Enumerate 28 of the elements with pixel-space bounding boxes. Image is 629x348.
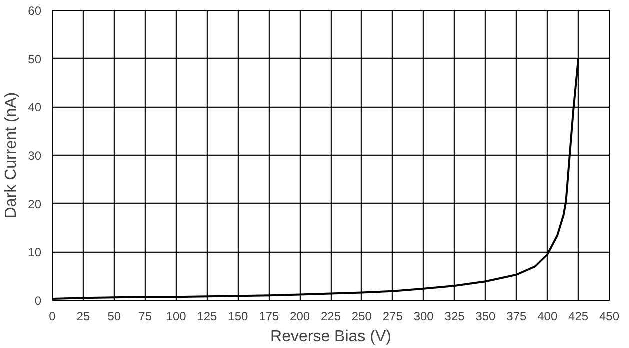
x-tick-label: 50: [108, 310, 122, 324]
x-tick-label: 75: [138, 310, 152, 324]
x-tick-label: 375: [506, 310, 528, 324]
x-axis-title: Reverse Bias (V): [270, 328, 392, 346]
x-tick-label: 25: [76, 310, 90, 324]
y-axis-title: Dark Current (nA): [3, 92, 20, 219]
x-tick-label: 250: [352, 310, 372, 324]
x-tick-label: 350: [476, 310, 496, 324]
x-tick-label: 100: [166, 310, 187, 324]
y-tick-label: 60: [28, 4, 42, 18]
y-tick-label: 10: [28, 246, 42, 260]
x-tick-label: 150: [228, 310, 249, 324]
x-tick-label: 0: [49, 310, 56, 324]
x-tick-label: 450: [599, 310, 620, 324]
y-tick-label: 40: [28, 100, 42, 115]
x-tick-label: 275: [382, 310, 404, 324]
x-tick-label: 200: [290, 310, 310, 324]
x-tick-label: 300: [414, 310, 434, 324]
y-tick-label: 30: [28, 149, 42, 163]
x-tick-label: 425: [568, 310, 589, 324]
x-tick-label: 125: [197, 310, 218, 324]
x-tick-label: 175: [259, 310, 280, 324]
x-tick-label: 400: [538, 310, 558, 324]
y-tick-label: 20: [28, 197, 42, 212]
x-tick-label: 325: [444, 310, 466, 324]
y-tick-label: 0: [34, 294, 42, 308]
y-tick-label: 50: [28, 52, 42, 66]
x-tick-label: 225: [320, 310, 342, 324]
